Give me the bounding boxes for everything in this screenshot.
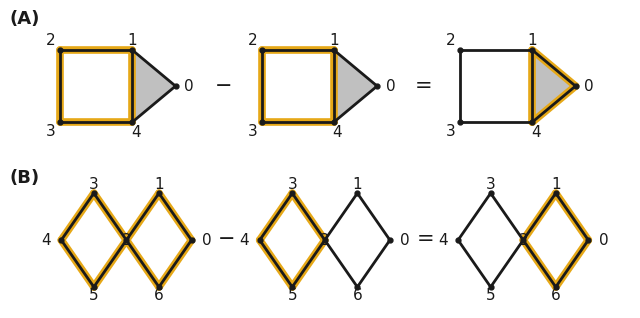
Text: 3: 3 — [46, 124, 56, 139]
Text: 1: 1 — [154, 177, 164, 192]
Text: 3: 3 — [287, 177, 297, 192]
Text: 6: 6 — [154, 288, 164, 303]
Text: 0: 0 — [584, 79, 594, 93]
Text: 2: 2 — [320, 232, 330, 248]
Text: 0: 0 — [599, 232, 609, 248]
Text: 4: 4 — [438, 232, 447, 248]
Text: 3: 3 — [486, 177, 495, 192]
Text: 1: 1 — [127, 33, 137, 48]
Text: 5: 5 — [486, 288, 495, 303]
Text: 4: 4 — [531, 126, 541, 141]
Text: 1: 1 — [353, 177, 362, 192]
Text: 1: 1 — [551, 177, 561, 192]
Text: 6: 6 — [353, 288, 362, 303]
Text: 3: 3 — [248, 124, 257, 139]
Text: 0: 0 — [184, 79, 194, 93]
Text: 1: 1 — [329, 33, 339, 48]
Text: 4: 4 — [239, 232, 249, 248]
Text: 2: 2 — [122, 232, 131, 248]
Text: 2: 2 — [446, 33, 456, 48]
Text: $-$: $-$ — [214, 74, 231, 94]
Text: 6: 6 — [551, 288, 561, 303]
Text: 2: 2 — [248, 33, 257, 48]
Text: 5: 5 — [287, 288, 297, 303]
Text: 0: 0 — [202, 232, 212, 248]
Text: 1: 1 — [527, 33, 537, 48]
Text: $=$: $=$ — [410, 74, 432, 94]
Text: 4: 4 — [131, 126, 141, 141]
Text: $-$: $-$ — [217, 227, 234, 247]
Text: 0: 0 — [401, 232, 410, 248]
Polygon shape — [334, 50, 377, 122]
Text: 4: 4 — [333, 126, 342, 141]
Text: 3: 3 — [446, 124, 456, 139]
Text: (B): (B) — [10, 169, 40, 187]
Text: $=$: $=$ — [412, 227, 433, 247]
Text: 4: 4 — [41, 232, 51, 248]
Polygon shape — [532, 50, 575, 122]
Polygon shape — [132, 50, 175, 122]
Text: 2: 2 — [518, 232, 528, 248]
Text: 3: 3 — [89, 177, 99, 192]
Text: 2: 2 — [46, 33, 56, 48]
Text: 5: 5 — [89, 288, 99, 303]
Text: (A): (A) — [10, 10, 40, 28]
Text: 0: 0 — [386, 79, 396, 93]
